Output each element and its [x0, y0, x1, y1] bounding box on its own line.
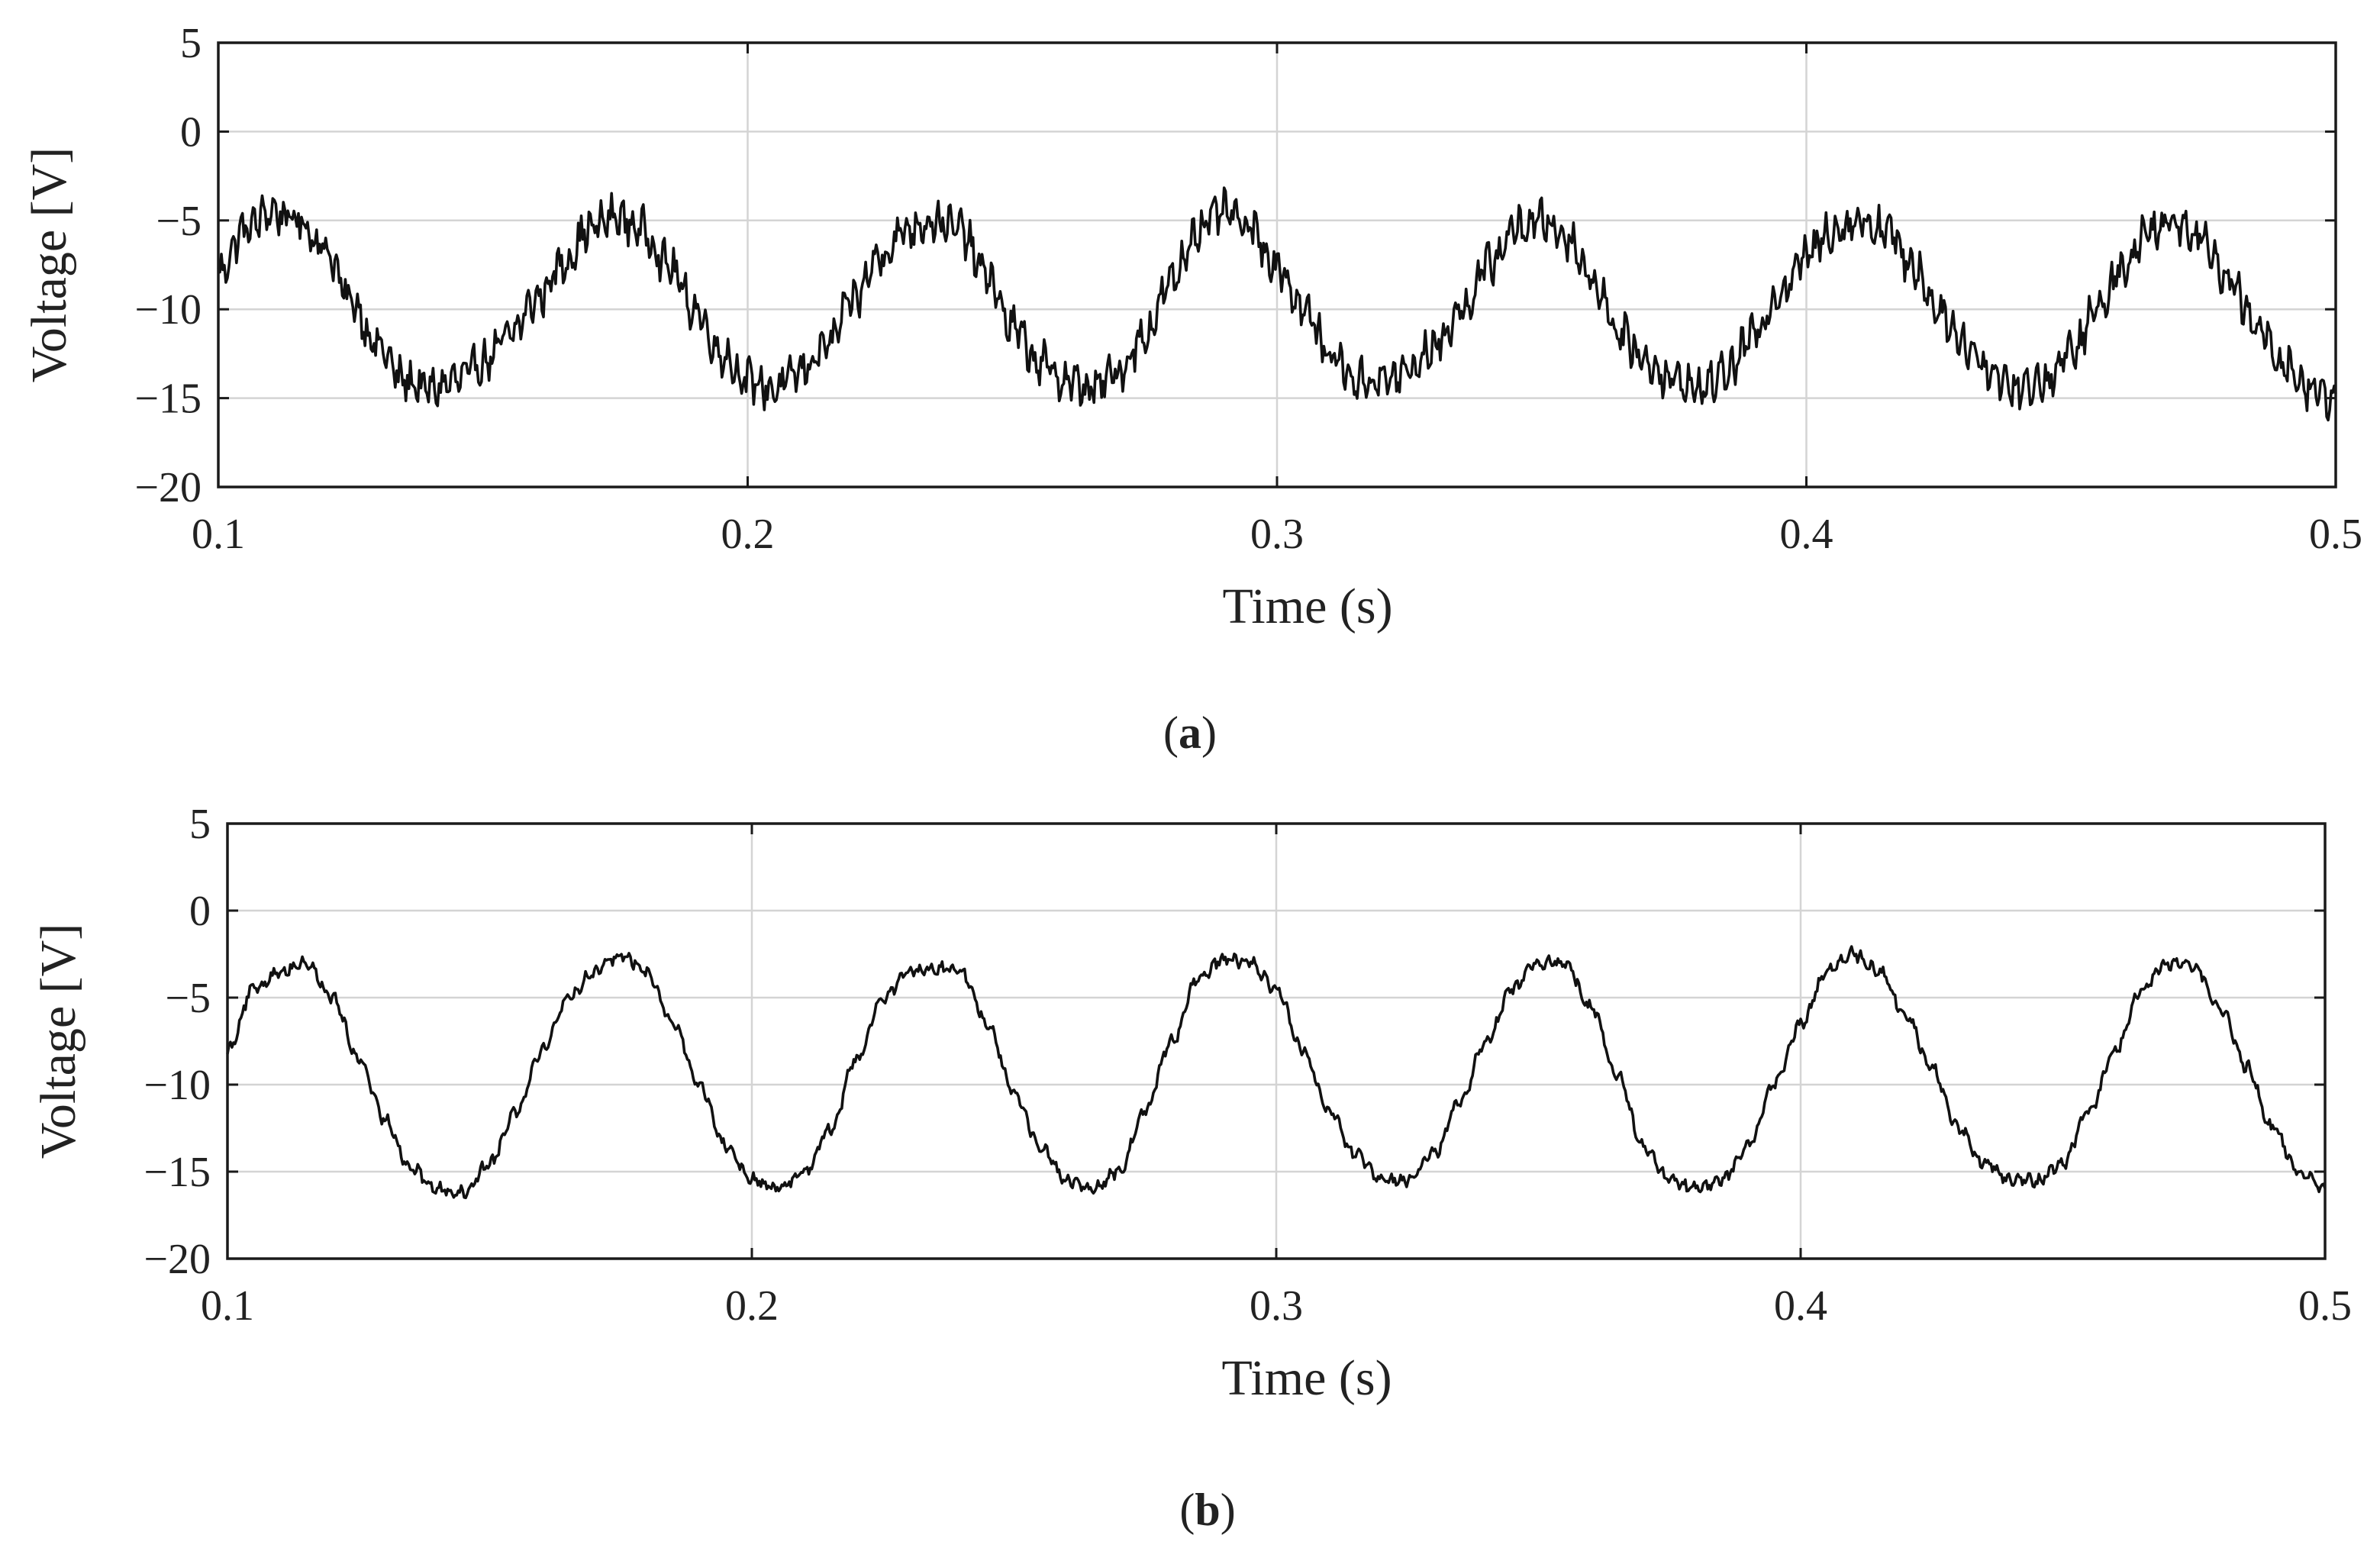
x-tick-label: 0.4: [1780, 511, 1833, 558]
y-tick-label: 0: [180, 108, 202, 156]
x-tick-label: 0.1: [201, 1282, 254, 1330]
x-axis-label: Time (s): [1221, 1350, 1392, 1406]
x-tick-label: 0.5: [2309, 511, 2362, 558]
y-tick-label: −5: [156, 198, 202, 245]
y-tick-label: 5: [180, 20, 202, 67]
x-tick-label: 0.5: [2298, 1282, 2352, 1330]
y-axis-label: Voltage [V]: [31, 924, 86, 1159]
y-tick-label: −15: [144, 1149, 211, 1196]
y-tick-label: 0: [189, 888, 211, 935]
y-tick-label: −10: [134, 286, 202, 334]
x-tick-label: 0.2: [721, 511, 775, 558]
caption-a: (a): [1163, 708, 1217, 758]
y-axis-label: Voltage [V]: [21, 147, 77, 383]
y-tick-label: −5: [165, 975, 211, 1022]
voltage-series-line: [217, 186, 2337, 422]
x-axis-label: Time (s): [1222, 579, 1392, 634]
caption-b: (b): [1179, 1485, 1235, 1535]
y-tick-label: 5: [189, 801, 211, 848]
y-tick-label: −20: [134, 464, 202, 511]
x-tick-label: 0.3: [1250, 511, 1304, 558]
voltage-series-line: [226, 945, 2327, 1200]
x-tick-label: 0.1: [192, 511, 245, 558]
chart-panel-b: 0.1 0.2 0.3 0.4 0.5 5 0 −5 −10 −15 −20 Time (s) Volt…: [31, 801, 2352, 1406]
y-tick-label: −10: [144, 1062, 211, 1109]
x-tick-label: 0.2: [725, 1282, 779, 1330]
y-tick-label: −15: [134, 376, 202, 423]
x-tick-label: 0.4: [1774, 1282, 1827, 1330]
y-tick-label: −20: [144, 1236, 211, 1283]
x-tick-label: 0.3: [1250, 1282, 1303, 1330]
chart-panel-a: 0.1 0.2 0.3 0.4 0.5 5 0 −5 −10 −15 −20 Time (s) Volt…: [21, 20, 2362, 634]
